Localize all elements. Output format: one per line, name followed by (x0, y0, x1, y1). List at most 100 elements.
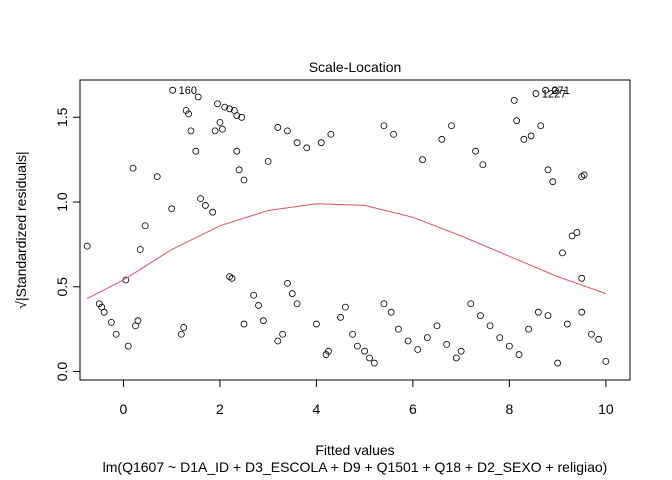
data-point (134, 317, 142, 325)
data-point (380, 122, 388, 130)
x-axis: 0 2 4 6 8 10 (120, 379, 614, 417)
data-point (136, 246, 144, 253)
data-point (141, 222, 149, 230)
data-point (233, 147, 241, 155)
data-point (505, 342, 513, 350)
data-point (387, 308, 395, 316)
data-point (177, 330, 185, 338)
data-point (559, 249, 566, 257)
data-point (168, 205, 176, 213)
data-point (354, 342, 361, 350)
data-point (457, 347, 465, 355)
data-point (327, 130, 335, 138)
data-point (602, 357, 610, 365)
x-tick-label: 0 (120, 401, 128, 417)
data-point (284, 127, 291, 135)
data-point (235, 166, 243, 174)
data-point (233, 112, 241, 119)
data-point (370, 359, 378, 367)
data-point (313, 320, 320, 328)
data-point (182, 107, 190, 114)
data-point (554, 359, 562, 367)
data-point (525, 325, 533, 333)
data-point (226, 105, 233, 113)
data-point (293, 139, 301, 147)
chart-title: Scale-Location (309, 59, 402, 75)
data-point (214, 100, 221, 108)
data-point (185, 110, 192, 118)
data-point (194, 93, 202, 101)
y-axis-title: √|Standardized residuals| (13, 151, 29, 308)
data-point (279, 330, 287, 338)
data-point (288, 290, 296, 297)
data-point (549, 178, 557, 186)
y-tick-label: 0.0 (54, 362, 70, 382)
x-tick-label: 4 (313, 401, 321, 417)
data-point (438, 135, 446, 143)
point-id-label: 160 (179, 85, 197, 97)
data-point (544, 166, 552, 174)
data-point (361, 347, 369, 355)
data-point (390, 130, 397, 138)
data-point (228, 274, 236, 282)
data-point (317, 139, 325, 147)
data-point (293, 300, 301, 308)
data-point (322, 351, 330, 358)
data-point (515, 351, 523, 358)
data-point (479, 161, 487, 169)
data-point (366, 354, 373, 362)
data-point (448, 122, 455, 130)
data-point (303, 144, 311, 152)
data-point (169, 86, 177, 94)
data-point (129, 164, 137, 172)
data-point (404, 337, 412, 345)
model-formula-subtitle: lm(Q1607 ~ D1A_ID + D3_ESCOLA + D9 + Q15… (103, 459, 608, 475)
data-point (520, 135, 528, 143)
data-point (238, 113, 246, 121)
data-point (202, 202, 209, 209)
data-point (467, 300, 475, 308)
data-point (534, 308, 542, 316)
data-point (513, 117, 521, 125)
data-point (578, 274, 586, 282)
data-point (107, 318, 115, 326)
data-point (284, 279, 291, 287)
x-tick-label: 8 (505, 401, 513, 417)
data-point (595, 335, 603, 343)
y-axis: 0.0 0.5 1.0 1.5 (54, 107, 81, 382)
data-point (578, 308, 586, 316)
data-point (588, 330, 595, 338)
data-point (380, 300, 388, 308)
data-point (197, 195, 205, 203)
data-point (124, 342, 132, 350)
x-tick-label: 10 (598, 401, 614, 417)
data-point (255, 302, 262, 309)
point-id-label: 271 (552, 85, 570, 97)
y-tick-label: 0.5 (54, 277, 70, 297)
data-point (112, 330, 120, 338)
y-tick-label: 1.5 (54, 107, 70, 127)
data-point (274, 124, 282, 131)
data-point (325, 347, 332, 355)
data-point (274, 337, 282, 345)
data-point (341, 303, 349, 311)
data-point (349, 330, 356, 338)
data-point (414, 346, 422, 353)
data-point (209, 208, 217, 216)
data-point (218, 125, 226, 133)
data-point (496, 334, 504, 342)
data-point (216, 118, 224, 126)
data-point (443, 341, 451, 348)
smoother-line (86, 203, 607, 300)
data-point (532, 90, 540, 97)
data-point (259, 317, 267, 325)
y-tick-label: 1.0 (54, 192, 70, 212)
data-point (419, 156, 426, 164)
x-tick-label: 6 (409, 401, 417, 417)
data-point (423, 334, 431, 342)
data-point (542, 86, 549, 94)
x-tick-label: 2 (216, 401, 224, 417)
data-point (211, 127, 219, 135)
